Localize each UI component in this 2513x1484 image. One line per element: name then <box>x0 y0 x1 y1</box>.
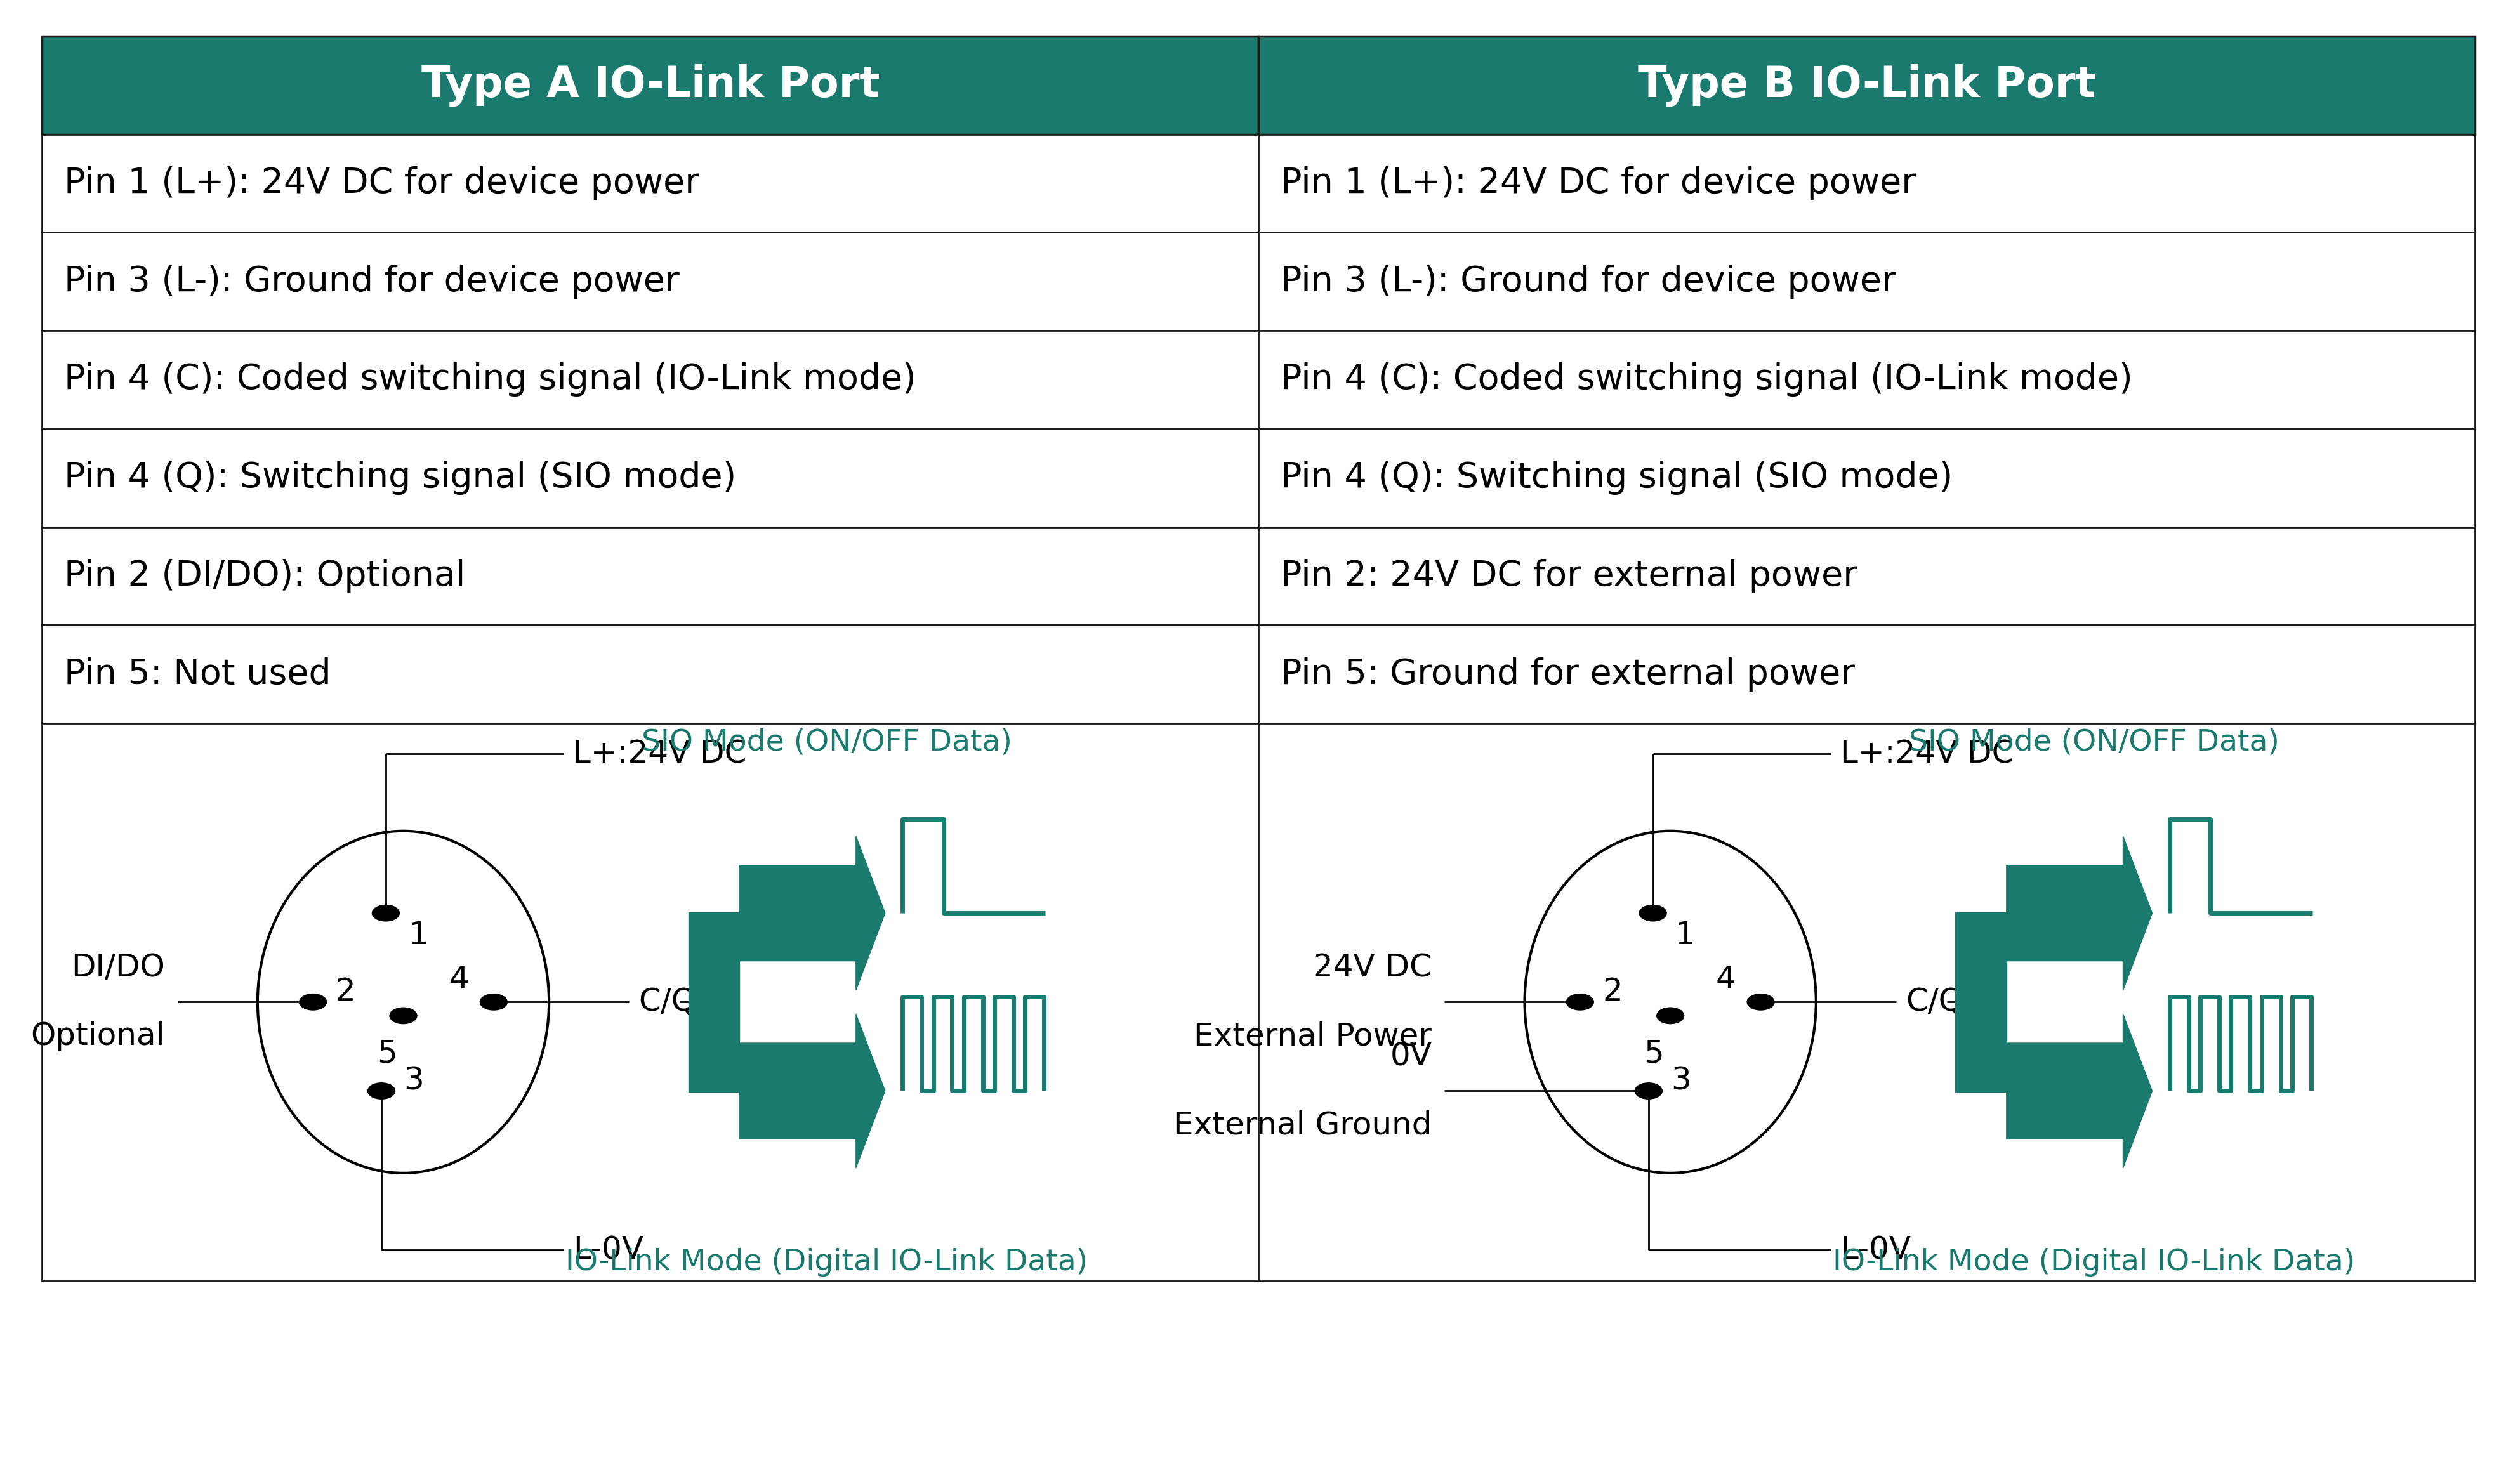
Ellipse shape <box>299 994 327 1011</box>
Bar <box>1259 331 2475 429</box>
Text: 3: 3 <box>405 1066 425 1095</box>
Text: Type B IO-Link Port: Type B IO-Link Port <box>1638 64 2096 107</box>
Text: Pin 5: Not used: Pin 5: Not used <box>65 657 332 692</box>
Text: Pin 1 (L+): 24V DC for device power: Pin 1 (L+): 24V DC for device power <box>1282 166 1915 200</box>
Text: External Power: External Power <box>1194 1021 1432 1052</box>
Text: Pin 3 (L-): Ground for device power: Pin 3 (L-): Ground for device power <box>65 264 681 298</box>
Text: C/Q: C/Q <box>1905 987 1963 1017</box>
Text: 5: 5 <box>377 1039 397 1068</box>
Text: SIO Mode (ON/OFF Data): SIO Mode (ON/OFF Data) <box>641 727 1013 757</box>
Text: 24V DC: 24V DC <box>1314 953 1432 982</box>
Text: 4: 4 <box>450 965 470 994</box>
Bar <box>689 913 739 1092</box>
Text: Pin 2 (DI/DO): Optional: Pin 2 (DI/DO): Optional <box>65 559 465 594</box>
Text: DI/DO: DI/DO <box>70 953 166 982</box>
Polygon shape <box>739 1014 885 1168</box>
Text: Pin 2: 24V DC for external power: Pin 2: 24V DC for external power <box>1282 559 1857 594</box>
Ellipse shape <box>1656 1008 1684 1024</box>
Text: Pin 3 (L-): Ground for device power: Pin 3 (L-): Ground for device power <box>1282 264 1897 298</box>
Bar <box>1955 913 2005 1092</box>
Text: Optional: Optional <box>30 1021 166 1052</box>
Polygon shape <box>2005 835 2151 990</box>
Bar <box>1259 723 2475 1281</box>
Text: L+:24V DC: L+:24V DC <box>573 739 746 769</box>
Text: L-0V: L-0V <box>573 1235 643 1266</box>
Text: Pin 5: Ground for external power: Pin 5: Ground for external power <box>1282 657 1855 692</box>
Ellipse shape <box>1747 994 1774 1011</box>
Bar <box>43 233 1259 331</box>
Bar <box>1259 134 2475 233</box>
Bar <box>43 331 1259 429</box>
Text: Type A IO-Link Port: Type A IO-Link Port <box>422 64 880 107</box>
Text: Pin 4 (Q): Switching signal (SIO mode): Pin 4 (Q): Switching signal (SIO mode) <box>1282 460 1953 496</box>
Ellipse shape <box>480 994 508 1011</box>
Text: 2: 2 <box>334 976 354 1008</box>
Text: Pin 1 (L+): 24V DC for device power: Pin 1 (L+): 24V DC for device power <box>65 166 699 200</box>
Text: 4: 4 <box>1716 965 1736 994</box>
Bar <box>1259 625 2475 723</box>
Text: 0V: 0V <box>1390 1042 1432 1071</box>
Bar <box>43 625 1259 723</box>
Ellipse shape <box>1636 1083 1661 1100</box>
Ellipse shape <box>1638 905 1666 922</box>
Text: IO-Link Mode (Digital IO-Link Data): IO-Link Mode (Digital IO-Link Data) <box>1832 1248 2355 1276</box>
Bar <box>1259 429 2475 527</box>
Text: Pin 4 (C): Coded switching signal (IO-Link mode): Pin 4 (C): Coded switching signal (IO-Li… <box>65 362 917 396</box>
Bar <box>1259 233 2475 331</box>
Bar <box>1259 36 2475 134</box>
Text: 5: 5 <box>1644 1039 1664 1068</box>
Bar <box>43 134 1259 233</box>
Ellipse shape <box>1566 994 1593 1011</box>
Text: L+:24V DC: L+:24V DC <box>1840 739 2013 769</box>
Text: Pin 4 (C): Coded switching signal (IO-Link mode): Pin 4 (C): Coded switching signal (IO-Li… <box>1282 362 2134 396</box>
Bar <box>43 723 1259 1281</box>
Text: 1: 1 <box>407 920 427 951</box>
Text: 1: 1 <box>1676 920 1696 951</box>
Text: IO-Link Mode (Digital IO-Link Data): IO-Link Mode (Digital IO-Link Data) <box>565 1248 1088 1276</box>
Bar <box>43 429 1259 527</box>
Text: 3: 3 <box>1671 1066 1691 1095</box>
Text: External Ground: External Ground <box>1174 1110 1432 1140</box>
Ellipse shape <box>367 1083 395 1100</box>
Ellipse shape <box>390 1008 417 1024</box>
Text: 2: 2 <box>1603 976 1623 1008</box>
Text: Pin 4 (Q): Switching signal (SIO mode): Pin 4 (Q): Switching signal (SIO mode) <box>65 460 736 496</box>
Bar <box>43 527 1259 625</box>
Bar <box>1259 527 2475 625</box>
Text: C/Q: C/Q <box>638 987 696 1017</box>
Polygon shape <box>2005 1014 2151 1168</box>
Bar <box>43 36 1259 134</box>
Text: SIO Mode (ON/OFF Data): SIO Mode (ON/OFF Data) <box>1910 727 2279 757</box>
Polygon shape <box>739 835 885 990</box>
Ellipse shape <box>372 905 400 922</box>
Text: L-0V: L-0V <box>1840 1235 1910 1266</box>
